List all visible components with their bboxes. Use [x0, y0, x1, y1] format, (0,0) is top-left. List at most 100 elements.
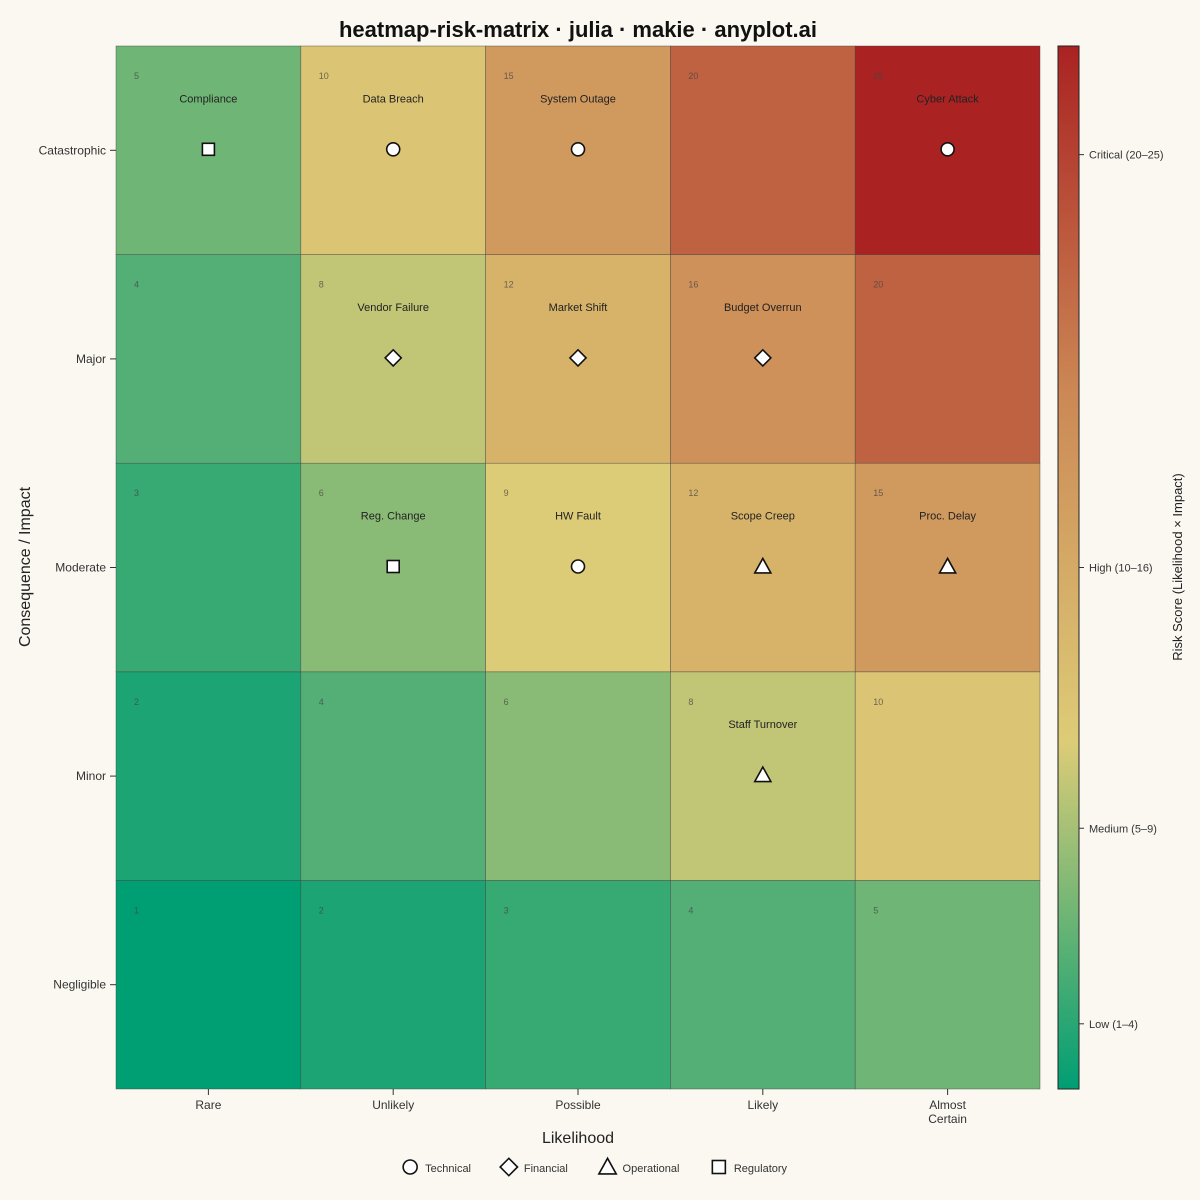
- cell-score-label: 5: [134, 71, 139, 81]
- risk-marker: [570, 142, 586, 157]
- legend-label: Operational: [623, 1163, 680, 1175]
- risk-marker: [753, 348, 772, 368]
- risk-label: Market Shift: [549, 302, 608, 314]
- legend-item: Regulatory: [711, 1159, 788, 1175]
- heatmap-cell: [300, 880, 486, 1090]
- risk-label: Budget Overrun: [724, 302, 802, 314]
- heatmap-cell: [115, 880, 302, 1090]
- risk-marker: [385, 142, 401, 157]
- risk-label: Staff Turnover: [728, 719, 797, 731]
- cell-score-label: 12: [504, 280, 514, 290]
- risk-marker: [938, 556, 958, 574]
- cell-score-label: 16: [688, 280, 698, 290]
- risk-label: Vendor Failure: [357, 302, 429, 314]
- risk-marker: [570, 559, 586, 574]
- cell-score-label: 10: [873, 697, 883, 707]
- risk-marker: [753, 765, 773, 783]
- risk-label: Compliance: [179, 93, 237, 105]
- y-axis-label: Consequence / Impact: [17, 486, 34, 647]
- colorbar-tick-label: Critical (20–25): [1089, 150, 1164, 162]
- cell-score-label: 5: [873, 905, 878, 915]
- x-tick-label: Likely: [747, 1098, 778, 1112]
- colorbar-gradient: [1057, 45, 1080, 1090]
- colorbar-ticks: Low (1–4) Medium (5–9) High (10–16) Critica…: [1079, 150, 1164, 1031]
- heatmap-cells: [115, 45, 1041, 1090]
- cell-score-label: 8: [319, 280, 324, 290]
- cell-score-label: 3: [504, 905, 509, 915]
- risk-markers: Compliance Data Breach System Outage Cyber …: [179, 93, 979, 783]
- risk-marker: [568, 348, 588, 368]
- cell-score-label: 9: [504, 488, 509, 498]
- heatmap-cell: [485, 880, 671, 1090]
- risk-label: Reg. Change: [361, 511, 426, 523]
- heatmap-cell: [854, 880, 1041, 1090]
- legend-item: Operational: [597, 1156, 680, 1175]
- cell-score-label: 4: [134, 280, 139, 290]
- risk-marker: [940, 142, 955, 157]
- cell-score-label: 8: [688, 697, 693, 707]
- cell-score-label: 25: [873, 71, 883, 81]
- legend-marker: [711, 1159, 727, 1175]
- legend-item: Financial: [499, 1157, 568, 1177]
- cell-score-label: 15: [873, 488, 883, 498]
- y-tick-label: Moderate: [55, 561, 106, 575]
- cell-score-label: 4: [688, 905, 693, 915]
- cell-score-label: 20: [873, 280, 883, 290]
- cell-score-label: 12: [688, 488, 698, 498]
- risk-marker: [384, 348, 403, 368]
- legend-label: Regulatory: [734, 1163, 788, 1175]
- y-tick-label: Minor: [76, 769, 106, 783]
- y-tick-label: Major: [76, 352, 106, 366]
- risk-label: Data Breach: [363, 93, 424, 105]
- risk-marker: [386, 559, 401, 574]
- risk-label: Cyber Attack: [916, 93, 979, 105]
- legend-item: Technical: [402, 1159, 471, 1175]
- legend-marker: [402, 1159, 418, 1175]
- risk-label: Scope Creep: [731, 511, 795, 523]
- x-tick-label: Rare: [195, 1098, 221, 1112]
- x-axis-label: Likelihood: [542, 1130, 614, 1147]
- legend-label: Technical: [425, 1163, 471, 1175]
- x-tick-label: Unlikely: [372, 1098, 414, 1112]
- colorbar-tick-label: Low (1–4): [1089, 1019, 1138, 1031]
- colorbar-tick-label: Medium (5–9): [1089, 823, 1157, 835]
- legend-marker: [597, 1156, 618, 1175]
- chart-title: heatmap-risk-matrix · julia · makie · an…: [339, 17, 817, 42]
- risk-marker: [201, 142, 216, 157]
- cell-score-label: 2: [134, 697, 139, 707]
- risk-label: System Outage: [540, 93, 616, 105]
- colorbar-tick-label: High (10–16): [1089, 563, 1153, 575]
- legend-marker: [499, 1157, 519, 1177]
- cell-score-label: 1: [134, 905, 139, 915]
- heatmap-cell: [485, 671, 671, 881]
- risk-label: Proc. Delay: [919, 511, 976, 523]
- heatmap-cell: [115, 671, 302, 881]
- y-axis-ticks: Negligible Minor Moderate Major Catastrophic: [39, 143, 116, 992]
- cell-score-label: 2: [319, 905, 324, 915]
- cell-score-label: 15: [504, 71, 514, 81]
- heatmap-cell: [854, 671, 1041, 881]
- colorbar-label: Risk Score (Likelihood × Impact): [1170, 473, 1185, 661]
- heatmap-cell: [854, 254, 1041, 464]
- cell-score-labels: 1 2 3 4 52 4 6 8 103 6 9 12 154 8 12 16 205 10 15 20 25: [134, 71, 883, 915]
- heatmap-cell: [115, 462, 302, 673]
- legend: Technical Financial Operational Regulatory: [402, 1156, 788, 1177]
- legend-label: Financial: [524, 1163, 568, 1175]
- x-tick-label: Possible: [555, 1098, 601, 1112]
- heatmap-cell: [300, 671, 486, 881]
- heatmap-cell: [115, 254, 302, 464]
- cell-score-label: 3: [134, 488, 139, 498]
- cell-score-label: 6: [504, 697, 509, 707]
- risk-marker: [753, 556, 773, 574]
- cell-score-label: 4: [319, 697, 324, 707]
- colorbar: [1057, 45, 1080, 1090]
- heatmap-cell: [670, 880, 856, 1090]
- risk-label: HW Fault: [555, 511, 601, 523]
- x-tick-label: Almost Certain: [928, 1098, 967, 1126]
- cell-score-label: 10: [319, 71, 329, 81]
- x-axis-ticks: Rare Unlikely Possible Likely Almost Certain: [195, 1089, 967, 1126]
- heatmap-cell: [300, 45, 486, 255]
- cell-score-label: 20: [688, 71, 698, 81]
- y-tick-label: Catastrophic: [39, 143, 106, 157]
